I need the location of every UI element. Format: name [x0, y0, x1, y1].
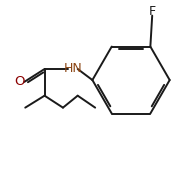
Text: O: O — [15, 75, 25, 88]
Text: F: F — [149, 6, 156, 18]
Text: HN: HN — [64, 63, 82, 75]
